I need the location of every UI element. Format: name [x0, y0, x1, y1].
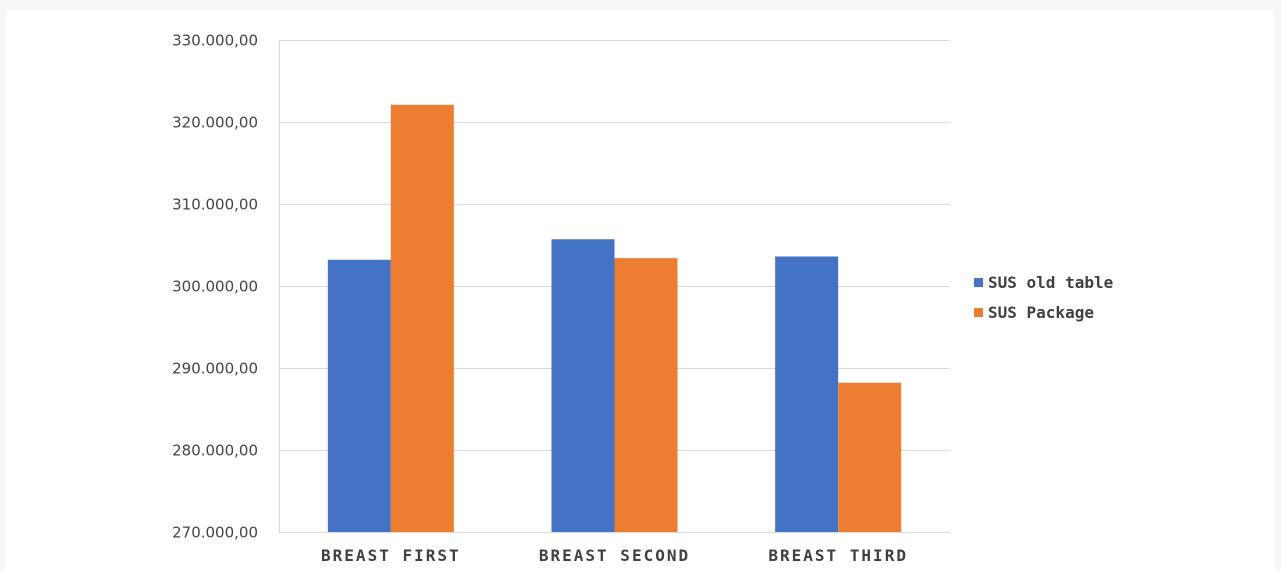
- legend-swatch: [974, 278, 983, 287]
- x-category-label: BREAST THIRD: [768, 546, 908, 565]
- legend-swatch: [974, 308, 983, 317]
- x-category-label: BREAST FIRST: [321, 546, 461, 565]
- bar-sus-package: [390, 104, 454, 532]
- legend: SUS old table SUS Package: [974, 273, 1113, 322]
- y-tick-label: 310.000,00: [172, 196, 258, 214]
- legend-label: SUS Package: [988, 303, 1094, 322]
- y-tick-label: 270.000,00: [172, 524, 258, 542]
- bar-sus-old-table: [327, 259, 391, 532]
- y-tick-label: 330.000,00: [172, 32, 258, 50]
- bar-sus-old-table: [551, 239, 615, 532]
- bar-sus-package: [614, 258, 678, 532]
- x-axis-category-labels: BREAST FIRST BREAST SECOND BREAST THIRD: [321, 546, 908, 565]
- bar-sus-package: [838, 382, 902, 532]
- y-tick-label: 320.000,00: [172, 114, 258, 132]
- y-tick-label: 300.000,00: [172, 278, 258, 296]
- legend-label: SUS old table: [988, 273, 1113, 292]
- bar-sus-old-table: [775, 256, 839, 532]
- y-tick-label: 290.000,00: [172, 360, 258, 378]
- bars: [327, 104, 902, 532]
- y-axis-tick-labels: 270.000,00 280.000,00 290.000,00 300.000,00…: [172, 32, 258, 542]
- y-tick-label: 280.000,00: [172, 442, 258, 460]
- x-category-label: BREAST SECOND: [539, 546, 690, 565]
